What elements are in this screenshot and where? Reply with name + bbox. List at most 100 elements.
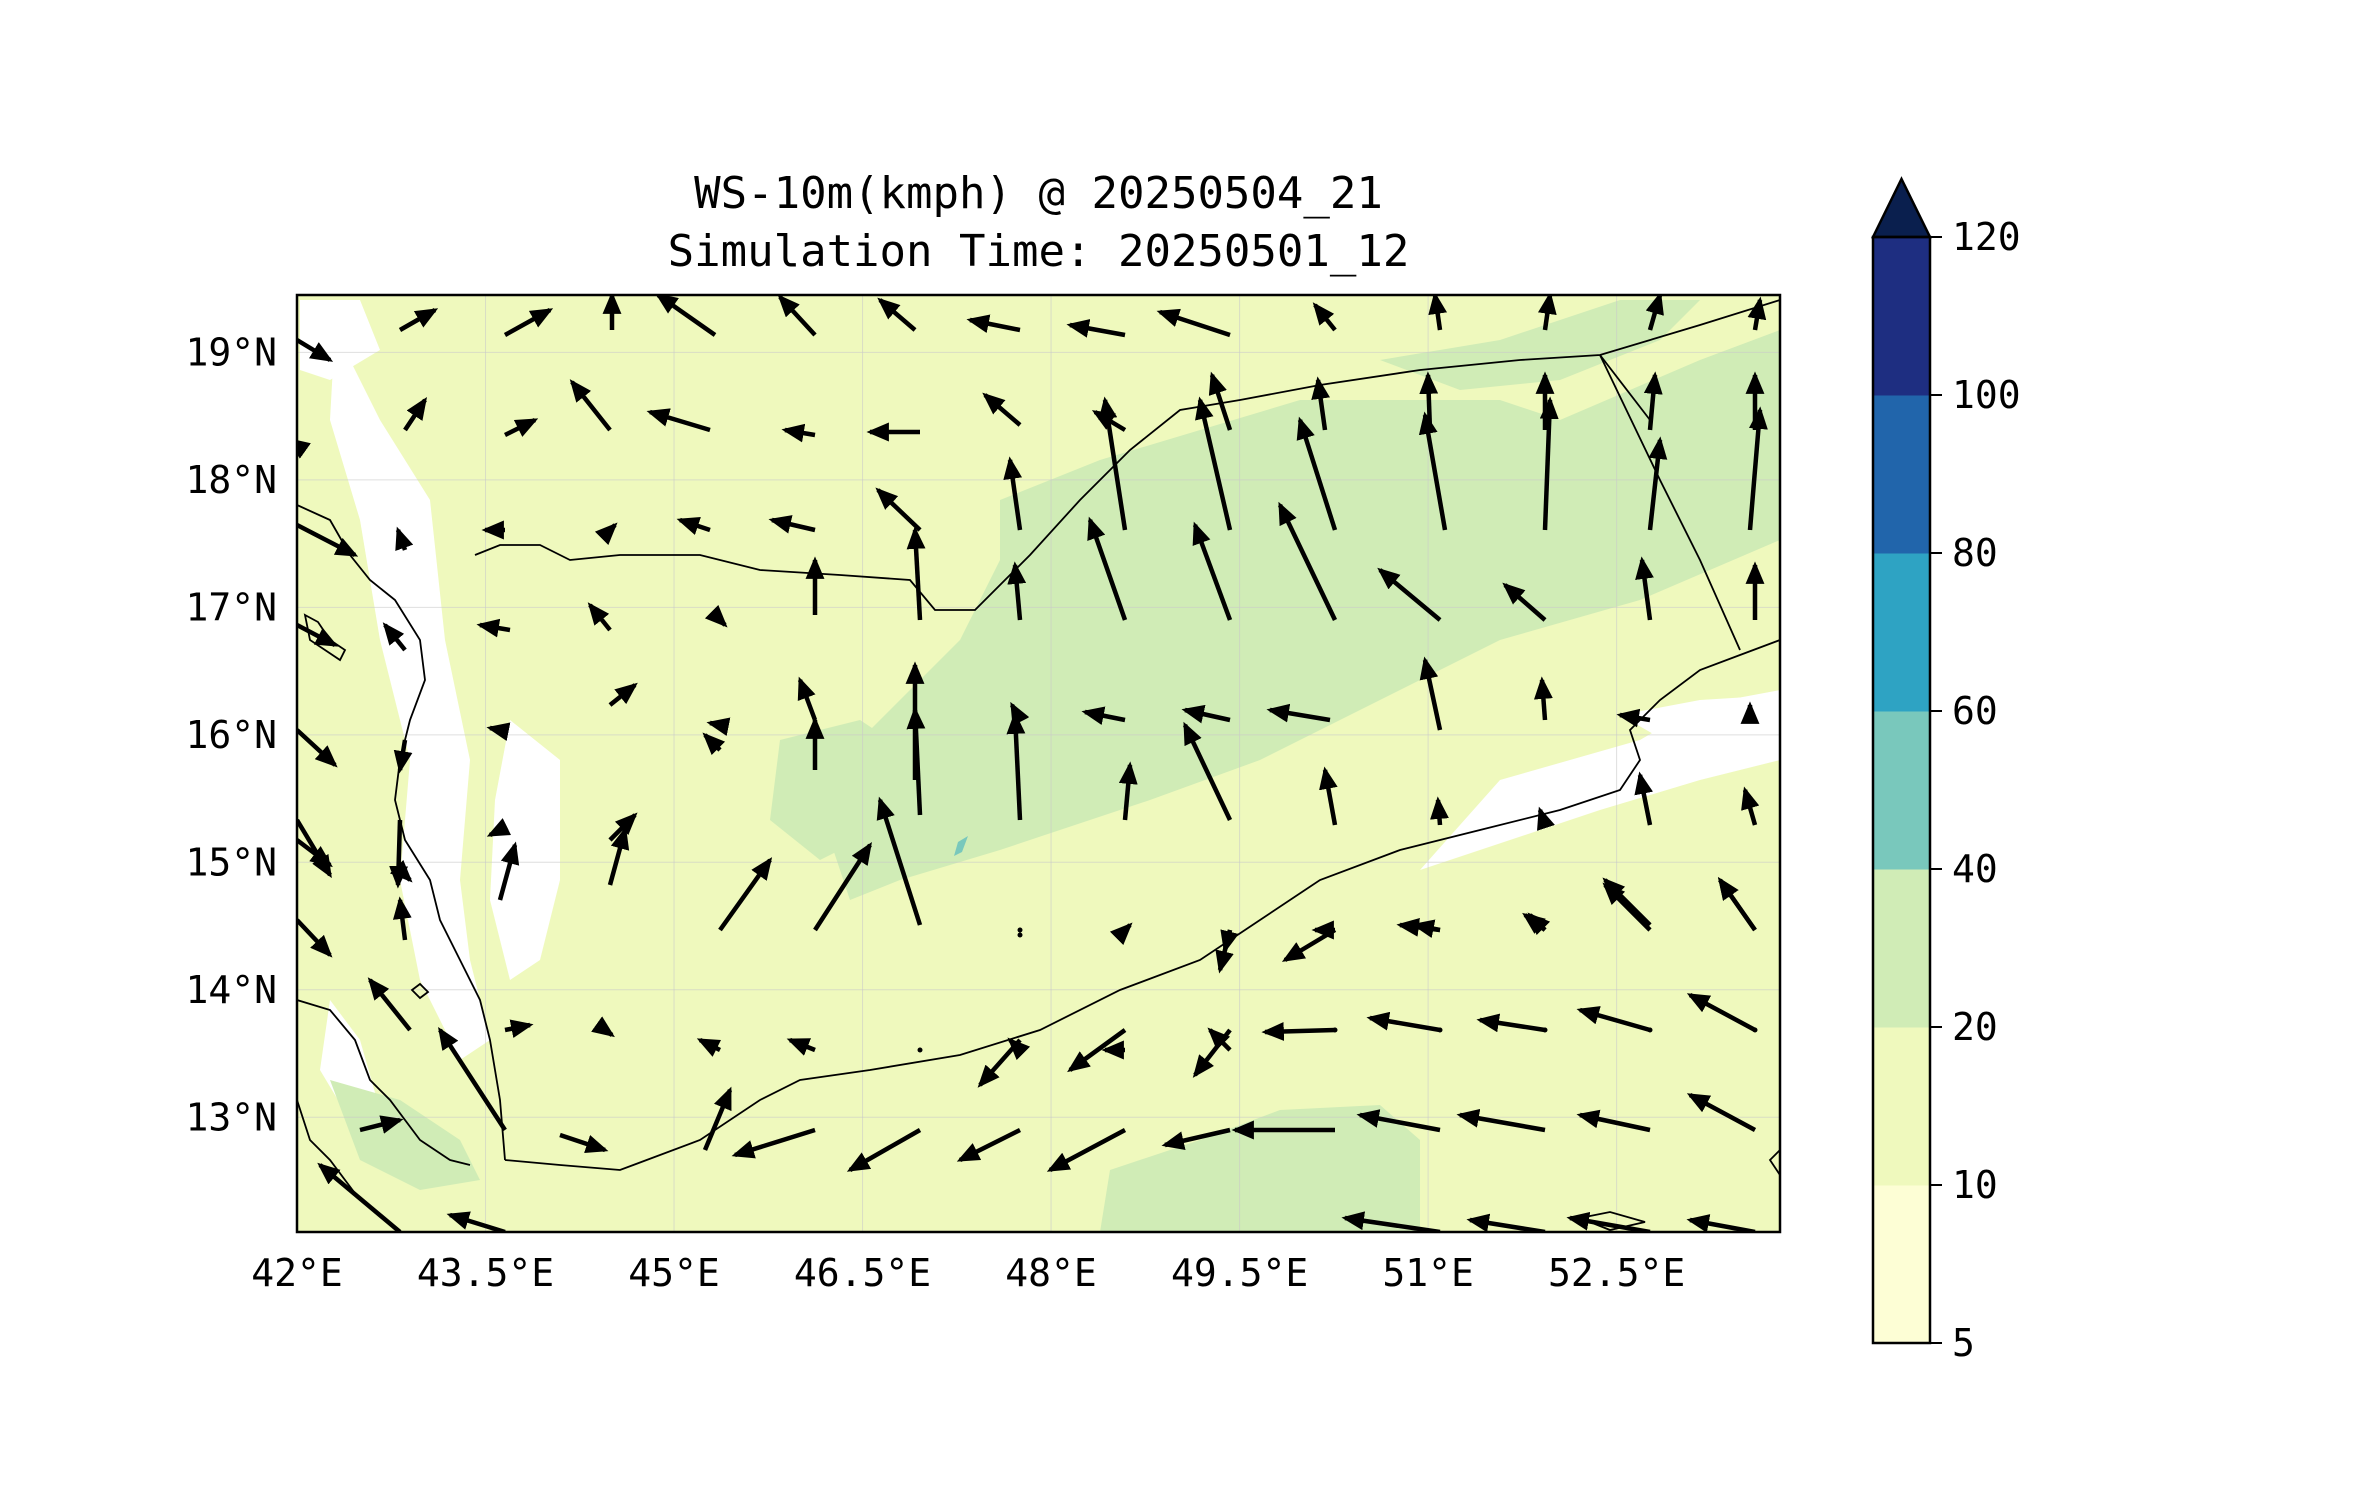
wind-vector xyxy=(718,857,773,932)
wind-vector xyxy=(1181,704,1231,724)
colorbar-tick-label: 40 xyxy=(1952,847,1998,891)
perim-island xyxy=(410,982,430,1000)
wind-vector xyxy=(1296,416,1338,531)
colorbar-extend-arrow xyxy=(1870,176,1933,239)
wind-vector xyxy=(1319,766,1338,826)
moderate-zone-central xyxy=(770,720,920,860)
wind-vector xyxy=(1428,295,1448,331)
wind-vector xyxy=(1087,516,1128,621)
wind-vector xyxy=(1366,1011,1441,1033)
wind-vector xyxy=(607,826,630,886)
wind-vector xyxy=(1006,711,1026,821)
map-panel xyxy=(297,295,1780,1232)
map-frame xyxy=(295,293,1782,1234)
moderate-zone-interior xyxy=(830,330,1780,900)
wind-vector xyxy=(777,295,817,337)
moderate-zone-west-coast xyxy=(330,1080,480,1190)
wind-vector xyxy=(706,717,731,736)
small-island-east xyxy=(1768,1148,1780,1177)
wind-vector xyxy=(382,622,407,652)
wind-vector xyxy=(1081,706,1126,725)
wind-vector xyxy=(768,515,816,534)
wind-vector xyxy=(1215,929,1234,974)
x-tick-label: 52.5°E xyxy=(1548,1251,1685,1295)
wind-vector xyxy=(966,314,1021,333)
wind-vector xyxy=(1537,806,1555,831)
x-tick-label: 49.5°E xyxy=(1171,1251,1308,1295)
wind-vector xyxy=(1182,721,1233,821)
wind-vector xyxy=(982,392,1022,427)
wind-vector xyxy=(702,1086,733,1151)
wind-vector xyxy=(486,818,512,838)
wind-vector xyxy=(1466,1213,1546,1232)
x-tick-label: 46.5°E xyxy=(794,1251,931,1295)
wind-vector xyxy=(1098,396,1128,531)
wind-vector xyxy=(655,295,717,337)
colorbar-frame xyxy=(1871,235,1932,1345)
wind-vector xyxy=(503,417,539,438)
wind-vector xyxy=(1156,308,1231,338)
wind-vector xyxy=(1686,993,1757,1032)
wind-vector xyxy=(1017,932,1023,938)
y-tick-label: 18°N xyxy=(185,458,277,502)
wind-vector xyxy=(1476,1013,1546,1033)
y-tick-label: 13°N xyxy=(185,1095,277,1139)
kamaran-island xyxy=(303,613,347,662)
wind-vector xyxy=(1576,1109,1651,1133)
colorbar-tick-label: 60 xyxy=(1952,689,1998,733)
wind-vector xyxy=(297,728,338,768)
wind-vector xyxy=(389,859,413,883)
wind-vector xyxy=(393,739,413,774)
wind-vector xyxy=(591,1016,615,1038)
colorbar-tick-label: 80 xyxy=(1952,531,1998,575)
red-sea-coastline xyxy=(297,504,506,1161)
colorbar-tick-label: 20 xyxy=(1952,1005,1998,1049)
y-tick-label: 16°N xyxy=(185,713,277,757)
wind-vector xyxy=(1017,927,1023,933)
wind-vector xyxy=(486,722,511,741)
socotra-outline xyxy=(1576,1211,1646,1231)
colorbar-tick-label: 120 xyxy=(1952,215,2021,259)
wind-vector xyxy=(1747,406,1768,531)
saudi-yemen-border xyxy=(474,299,1780,611)
y-tick-label: 17°N xyxy=(185,585,277,629)
wind-vector xyxy=(446,1211,506,1232)
wind-vector xyxy=(1566,1211,1651,1232)
wind-vector xyxy=(1046,1128,1127,1172)
wind-vector xyxy=(875,487,922,532)
x-tick-label: 45°E xyxy=(628,1251,720,1295)
wind-vector xyxy=(1645,295,1664,331)
wind-vector xyxy=(1602,877,1652,927)
wind-vector xyxy=(781,423,816,443)
moderate-zone-gulf xyxy=(1100,1105,1420,1232)
colorbar-segment xyxy=(1873,553,1930,712)
moderate-zone-north xyxy=(1380,300,1700,390)
colorbar-segment xyxy=(1873,1027,1930,1186)
wind-vector xyxy=(1311,376,1330,431)
wind-vector xyxy=(956,1127,1022,1163)
colorbar: 5 10 20 40 60 80 100 120 xyxy=(1870,176,2021,1365)
wind-vector xyxy=(906,706,926,816)
wind-vector xyxy=(403,397,427,432)
wind-vector xyxy=(1537,295,1557,331)
longitude-axis: 42°E 43.5°E 45°E 46.5°E 48°E 49.5°E 51°E 52.5°E xyxy=(251,1251,1685,1295)
map-title: WS-10m(kmph) @ 20250504_21 xyxy=(694,168,1383,219)
calm-zone-red-sea-coast xyxy=(330,330,490,1060)
wind-vector xyxy=(1635,556,1654,621)
wind-vector xyxy=(398,308,439,332)
wind-vector xyxy=(476,618,511,638)
wind-vector xyxy=(702,732,726,756)
wind-vector xyxy=(317,1162,402,1232)
wind-vector xyxy=(846,1128,922,1172)
wind-vector xyxy=(1419,656,1443,731)
wind-vector xyxy=(1576,1006,1651,1033)
wind-vector xyxy=(1647,436,1668,531)
wind-vector xyxy=(395,526,414,551)
wind-vector xyxy=(389,819,409,889)
wind-vector xyxy=(977,1038,1022,1088)
y-tick-label: 14°N xyxy=(185,968,277,1012)
wind-vector xyxy=(1003,456,1023,531)
wind-vector xyxy=(1356,1109,1441,1133)
wind-vector xyxy=(1430,796,1449,826)
wind-vector xyxy=(297,338,334,362)
